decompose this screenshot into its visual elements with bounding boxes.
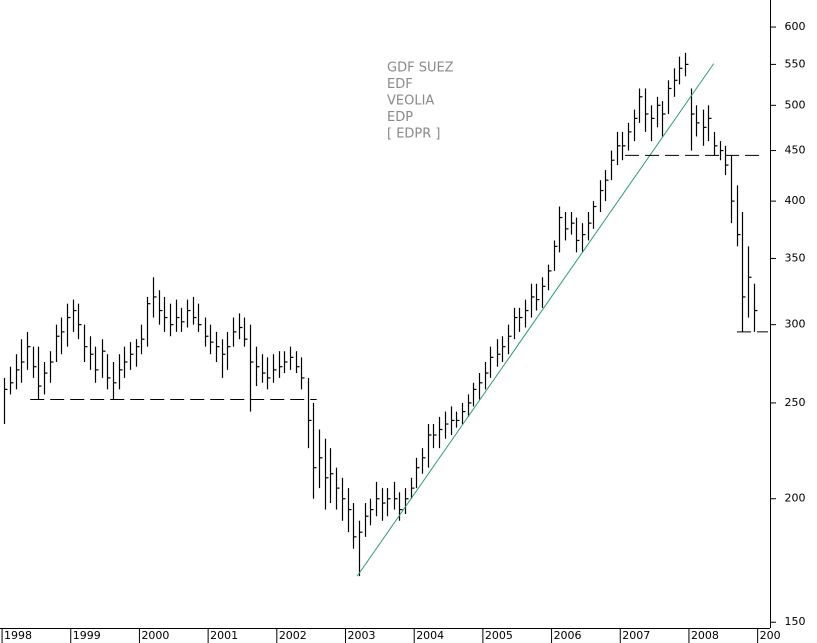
- annotation: EDF: [387, 77, 413, 92]
- annotation: GDF SUEZ: [387, 61, 454, 76]
- y-tick-label: 550: [785, 57, 806, 70]
- annotation: EDP: [387, 110, 413, 125]
- annotation: [ EDPR ]: [387, 127, 441, 142]
- trend-line: [356, 63, 715, 577]
- x-tick-label: 2001: [210, 629, 238, 642]
- y-tick-label: 400: [785, 194, 806, 207]
- x-tick-label: 2005: [485, 629, 513, 642]
- y-tick-label: 150: [785, 615, 806, 628]
- y-tick-label: 450: [785, 144, 806, 157]
- x-tick-label: 2007: [622, 629, 650, 642]
- y-tick-label: 350: [785, 251, 806, 264]
- x-tick-label: 2002: [279, 629, 307, 642]
- x-tick-label: 1999: [73, 629, 101, 642]
- x-tick-label: 1998: [4, 629, 32, 642]
- y-tick-label: 500: [785, 98, 806, 111]
- y-tick-label: 300: [785, 318, 806, 331]
- x-tick-label: 2006: [554, 629, 582, 642]
- annotation: VEOLIA: [387, 94, 434, 109]
- x-tick-label: 2008: [691, 629, 719, 642]
- x-tick-label: 2003: [348, 629, 376, 642]
- y-tick-label: 250: [785, 396, 806, 409]
- x-tick-label: 2000: [141, 629, 169, 642]
- y-tick-label: 200: [785, 492, 806, 505]
- x-tick-label: 200: [760, 629, 781, 642]
- x-tick-label: 2004: [416, 629, 444, 642]
- y-tick-label: 600: [785, 20, 806, 33]
